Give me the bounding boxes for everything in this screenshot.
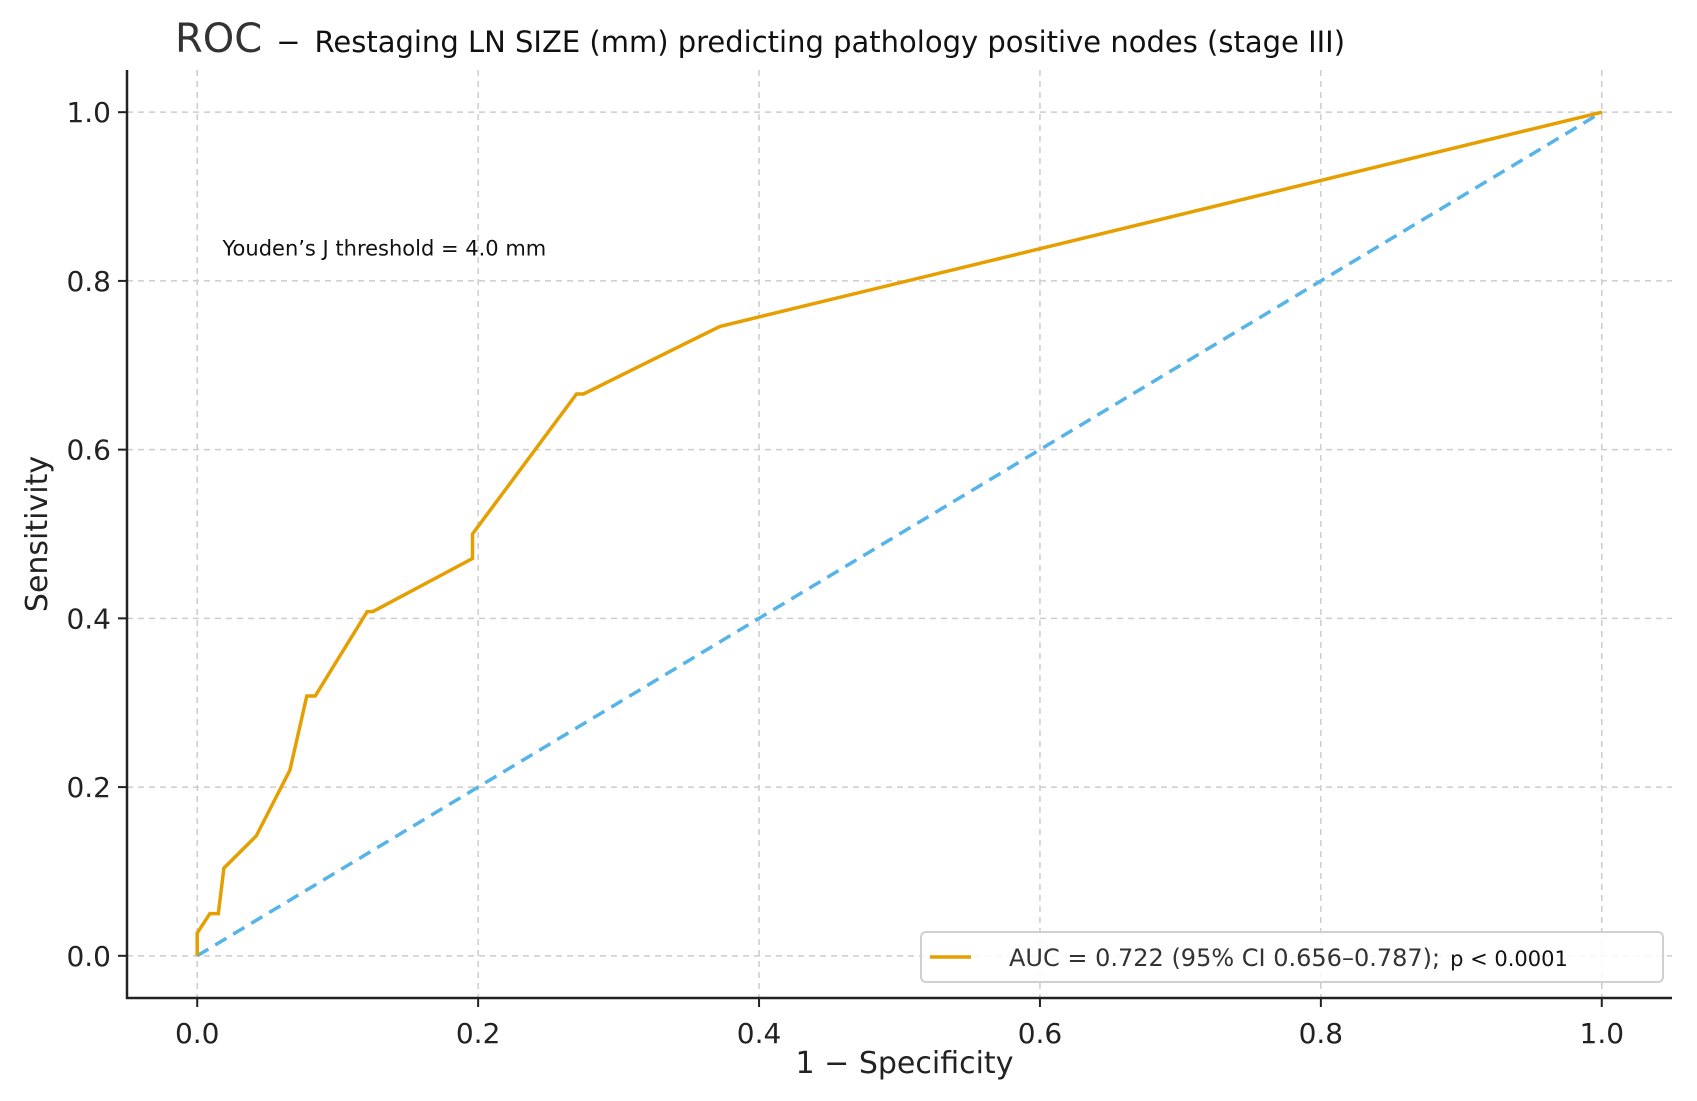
y-tick-label: 0.0: [66, 940, 111, 973]
x-tick-label: 0.8: [1299, 1017, 1344, 1050]
x-axis-label: 1 − Specificity: [796, 1046, 1014, 1081]
x-tick-label: 0.6: [1018, 1017, 1063, 1050]
legend-p-value: p < 0.0001: [1450, 947, 1568, 971]
y-axis-label: Sensitivity: [20, 456, 55, 612]
y-tick-label: 0.8: [66, 265, 111, 298]
grid: [127, 70, 1672, 998]
roc-curve-line: [195, 110, 1603, 956]
y-tick-label: 0.6: [66, 434, 111, 467]
legend-label-roc: AUC = 0.722 (95% CI 0.656–0.787); p < 0.…: [1009, 944, 1568, 972]
title-main: ROC: [175, 16, 262, 62]
chart-title: ROC − Restaging LN SIZE (mm) predicting …: [175, 16, 1345, 62]
axes: [125, 70, 1672, 1000]
y-tick-label: 0.2: [66, 771, 111, 804]
x-tick-label: 0.2: [456, 1017, 501, 1050]
title-separator: −: [276, 25, 300, 59]
title-subtitle: Restaging LN SIZE (mm) predicting pathol…: [315, 25, 1346, 59]
chance-diagonal-line: [196, 110, 1603, 958]
ticks: 0.0 0.2 0.4 0.6 0.8 1.0 0.0 0.2 0.4 0.6 0.8 1.0: [66, 96, 1624, 1050]
youden-annotation: Youden’s J threshold = 4.0 mm: [222, 237, 547, 261]
x-tick-label: 1.0: [1580, 1017, 1625, 1050]
x-tick-label: 0.0: [175, 1017, 220, 1050]
legend-box: [920, 931, 1664, 983]
legend-auc-text: AUC = 0.722 (95% CI 0.656–0.787);: [1009, 944, 1440, 972]
x-tick-label: 0.4: [737, 1017, 782, 1050]
series-layer: [195, 110, 1603, 958]
legend: AUC = 0.722 (95% CI 0.656–0.787); p < 0.…: [920, 931, 1664, 983]
y-tick-label: 1.0: [66, 96, 111, 129]
y-tick-label: 0.4: [66, 602, 111, 635]
